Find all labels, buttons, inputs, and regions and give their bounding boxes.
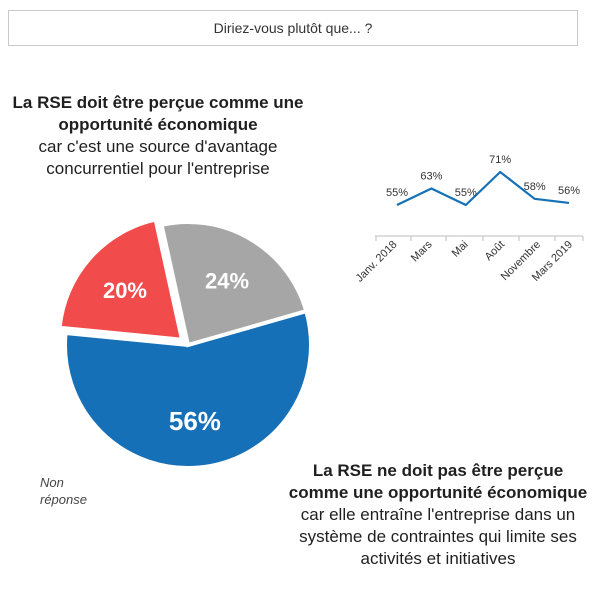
line-series [396, 170, 570, 207]
pie-slice-pas-opportunite [57, 217, 185, 342]
line-category-label: Mai [450, 239, 471, 260]
line-data-label: 71% [489, 154, 511, 166]
question-header: Diriez-vous plutôt que... ? [8, 10, 578, 46]
right-statement: La RSE ne doit pas être perçue comme une… [288, 460, 588, 570]
line-data-label: 56% [558, 185, 580, 197]
left-statement-rest: car c'est une source d'avantage concurre… [38, 137, 278, 178]
non-reponse-label: Non réponse [40, 475, 87, 507]
right-statement-rest: car elle entraîne l'entreprise dans un s… [299, 505, 577, 568]
line-data-label: 63% [420, 171, 442, 183]
pie-slice-non-reponse [159, 220, 309, 348]
line-data-label: 55% [455, 187, 477, 199]
line-data-label: 58% [524, 181, 546, 193]
left-statement: La RSE doit être perçue comme une opport… [8, 92, 308, 180]
pie-label-non-reponse: 24% [205, 268, 249, 293]
line-category-label: Août [483, 239, 507, 263]
pie-slice-opportunite [63, 308, 313, 470]
question-text: Diriez-vous plutôt que... ? [213, 20, 373, 36]
pie-label-pas-opportunite: 20% [103, 278, 147, 303]
line-data-label: 55% [386, 187, 408, 199]
left-statement-bold: La RSE doit être perçue comme une opport… [12, 93, 304, 134]
line-category-label: Mars [409, 238, 435, 264]
pie-label-opportunite: 56% [169, 406, 221, 436]
line-category-label: Janv. 2018 [354, 239, 400, 285]
pie-chart: 56% 20% 24% [57, 217, 313, 470]
right-statement-bold: La RSE ne doit pas être perçue comme une… [288, 461, 588, 502]
line-chart: 55%63%55%71%58% 56%Janv. 2018 Mars Mai AoûtN… [354, 154, 584, 285]
